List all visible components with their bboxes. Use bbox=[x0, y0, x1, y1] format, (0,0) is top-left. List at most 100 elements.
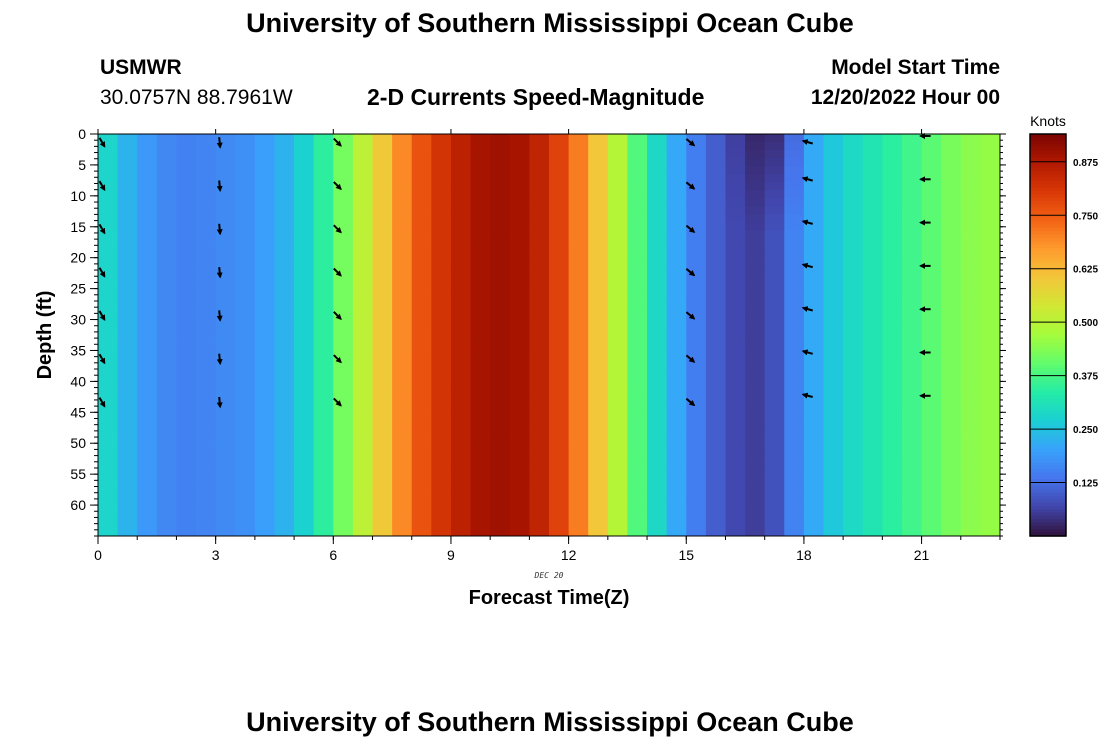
heatmap-cell bbox=[411, 375, 432, 384]
heatmap-cell bbox=[333, 182, 354, 191]
heatmap-cell bbox=[450, 246, 471, 255]
heatmap-cell bbox=[568, 439, 589, 448]
heatmap-cell bbox=[823, 206, 844, 215]
colorbar-swatch bbox=[1030, 525, 1066, 530]
colorbar-swatch bbox=[1030, 157, 1066, 162]
heatmap-cell bbox=[313, 487, 334, 497]
heatmap-cell bbox=[705, 238, 726, 247]
heatmap-cell bbox=[176, 391, 197, 400]
heatmap-cell bbox=[294, 158, 315, 167]
heatmap-cell bbox=[254, 503, 275, 513]
heatmap-cell bbox=[254, 230, 275, 239]
heatmap-cell bbox=[98, 270, 119, 280]
heatmap-cell bbox=[235, 182, 256, 191]
heatmap-cell bbox=[725, 174, 746, 183]
heatmap-cell bbox=[196, 343, 217, 352]
heatmap-cell bbox=[980, 150, 1001, 159]
heatmap-cell bbox=[352, 222, 373, 231]
heatmap-cell bbox=[784, 463, 805, 473]
colorbar-swatch bbox=[1030, 489, 1066, 494]
heatmap-cell bbox=[823, 511, 844, 521]
heatmap-cell bbox=[137, 142, 158, 151]
heatmap-cell bbox=[294, 134, 315, 143]
heatmap-cell bbox=[941, 503, 962, 513]
heatmap-cell bbox=[607, 527, 628, 537]
heatmap-cell bbox=[823, 166, 844, 175]
heatmap-cell bbox=[784, 471, 805, 481]
heatmap-cell bbox=[823, 326, 844, 336]
heatmap-cell bbox=[980, 134, 1001, 143]
heatmap-cell bbox=[176, 222, 197, 231]
colorbar-swatch bbox=[1030, 167, 1066, 172]
heatmap-cell bbox=[921, 479, 942, 489]
heatmap-cell bbox=[215, 455, 236, 465]
heatmap-cell bbox=[294, 262, 315, 272]
heatmap-cell bbox=[490, 455, 511, 465]
heatmap-cell bbox=[333, 463, 354, 473]
heatmap-cell bbox=[215, 463, 236, 473]
heatmap-cell bbox=[627, 383, 648, 392]
heatmap-cell bbox=[333, 367, 354, 376]
heatmap-cell bbox=[333, 423, 354, 432]
current-vector-arrow bbox=[216, 137, 223, 149]
colorbar-swatch bbox=[1030, 422, 1066, 427]
heatmap-cell bbox=[843, 142, 864, 151]
heatmap-cell bbox=[352, 198, 373, 207]
heatmap-cell bbox=[176, 431, 197, 440]
heatmap-cell bbox=[470, 519, 491, 529]
heatmap-cell bbox=[509, 335, 530, 344]
heatmap-cell bbox=[941, 431, 962, 440]
heatmap-cell bbox=[549, 318, 570, 328]
heatmap-cell bbox=[490, 511, 511, 521]
heatmap-cell bbox=[215, 222, 236, 231]
heatmap-cell bbox=[509, 270, 530, 280]
heatmap-cell bbox=[333, 399, 354, 408]
heatmap-cell bbox=[549, 270, 570, 280]
current-vector-arrow bbox=[333, 311, 342, 320]
heatmap-cell bbox=[862, 254, 883, 264]
heatmap-cell bbox=[470, 302, 491, 312]
heatmap-cell bbox=[921, 447, 942, 456]
heatmap-cell bbox=[215, 431, 236, 440]
heatmap-cell bbox=[588, 318, 609, 328]
heatmap-cell bbox=[196, 439, 217, 448]
colorbar-swatch bbox=[1030, 395, 1066, 400]
heatmap-cell bbox=[509, 166, 530, 175]
heatmap-cell bbox=[529, 487, 550, 497]
heatmap-cell bbox=[196, 367, 217, 376]
heatmap-cell bbox=[156, 359, 177, 368]
heatmap-cell bbox=[862, 318, 883, 328]
heatmap-cell bbox=[254, 471, 275, 481]
colorbar-swatch bbox=[1030, 134, 1066, 138]
heatmap-cell bbox=[215, 343, 236, 352]
heatmap-cell bbox=[803, 367, 824, 376]
heatmap-cell bbox=[627, 407, 648, 416]
heatmap-cell bbox=[862, 278, 883, 288]
heatmap-cell bbox=[588, 206, 609, 215]
heatmap-cell bbox=[392, 343, 413, 352]
heatmap-cell bbox=[333, 278, 354, 288]
heatmap-cell bbox=[156, 391, 177, 400]
heatmap-cell bbox=[882, 134, 903, 143]
heatmap-cell bbox=[745, 166, 766, 175]
heatmap-cell bbox=[352, 286, 373, 296]
heatmap-cell bbox=[176, 206, 197, 215]
heatmap-cell bbox=[156, 423, 177, 432]
heatmap-cell bbox=[392, 399, 413, 408]
heatmap-cell bbox=[529, 190, 550, 199]
heatmap-cell bbox=[941, 142, 962, 151]
heatmap-cell bbox=[941, 214, 962, 223]
heatmap-cell bbox=[450, 519, 471, 529]
colorbar-swatch bbox=[1030, 247, 1066, 252]
heatmap-cell bbox=[607, 359, 628, 368]
heatmap-cell bbox=[372, 407, 393, 416]
heatmap-cell bbox=[803, 246, 824, 255]
current-vector-arrow bbox=[98, 137, 106, 148]
heatmap-cell bbox=[411, 286, 432, 296]
heatmap-cell bbox=[705, 335, 726, 344]
heatmap-cell bbox=[725, 399, 746, 408]
heatmap-cell bbox=[901, 351, 922, 360]
heatmap-cell bbox=[392, 367, 413, 376]
heatmap-cell bbox=[921, 455, 942, 465]
heatmap-cell bbox=[666, 166, 687, 175]
